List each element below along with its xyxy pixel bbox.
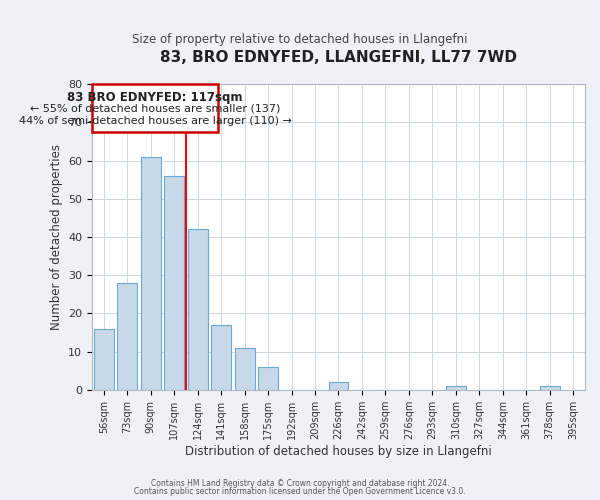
Bar bbox=[140, 157, 161, 390]
Title: 83, BRO EDNYFED, LLANGEFNI, LL77 7WD: 83, BRO EDNYFED, LLANGEFNI, LL77 7WD bbox=[160, 50, 517, 65]
Bar bbox=[92, 84, 218, 132]
Bar bbox=[117, 283, 137, 390]
X-axis label: Distribution of detached houses by size in Llangefni: Distribution of detached houses by size … bbox=[185, 444, 492, 458]
Y-axis label: Number of detached properties: Number of detached properties bbox=[50, 144, 62, 330]
Text: Contains HM Land Registry data © Crown copyright and database right 2024.: Contains HM Land Registry data © Crown c… bbox=[151, 478, 449, 488]
Bar bbox=[164, 176, 184, 390]
Bar bbox=[211, 325, 231, 390]
Bar bbox=[329, 382, 349, 390]
Bar bbox=[446, 386, 466, 390]
Bar bbox=[188, 230, 208, 390]
Bar bbox=[540, 386, 560, 390]
Text: 83 BRO EDNYFED: 117sqm: 83 BRO EDNYFED: 117sqm bbox=[67, 91, 243, 104]
Text: ← 55% of detached houses are smaller (137): ← 55% of detached houses are smaller (13… bbox=[30, 104, 280, 114]
Text: Size of property relative to detached houses in Llangefni: Size of property relative to detached ho… bbox=[132, 32, 468, 46]
Bar bbox=[258, 367, 278, 390]
Bar bbox=[235, 348, 254, 390]
Text: 44% of semi-detached houses are larger (110) →: 44% of semi-detached houses are larger (… bbox=[19, 116, 292, 126]
Bar bbox=[94, 328, 114, 390]
Text: Contains public sector information licensed under the Open Government Licence v3: Contains public sector information licen… bbox=[134, 487, 466, 496]
